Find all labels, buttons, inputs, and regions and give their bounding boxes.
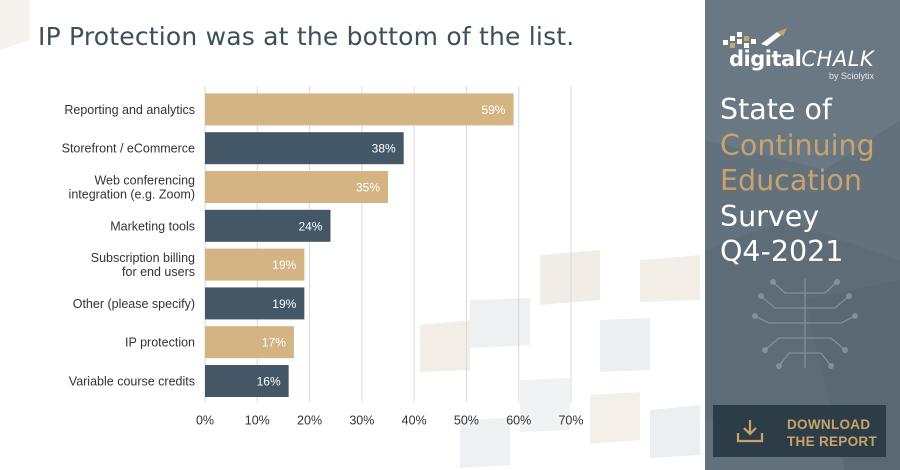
bar-chart: 59% 38% 35% 24% 19% 19% 17% 16% Reporting and a… [62,86,584,427]
bar [205,248,305,281]
download-tray-icon [736,420,764,443]
x-tick-label: 40% [402,413,427,427]
x-tick-label: 60% [506,413,531,427]
category-label: Reporting and analytics [64,103,195,117]
digitalchalk-logo: digitalCHALK by Sciolytix [721,28,891,88]
survey-title-line: Education [720,164,862,197]
bar [205,132,404,165]
logo-chalk-text: CHALK [801,47,875,71]
bar-value-label: 59% [481,103,505,117]
bar-value-label: 35% [356,181,380,195]
category-label: IP protection [125,336,195,350]
bar [205,287,305,320]
category-labels: Reporting and analytics Storefront / eCom… [62,103,195,389]
category-label: Web conferencing integration (e.g. Zoom) [69,174,195,202]
bar [205,365,289,397]
x-tick-label: 20% [297,413,322,427]
survey-title-line: Q4-2021 [720,235,844,268]
x-tick-label: 70% [558,413,583,427]
bar-value-label: 16% [257,375,281,389]
bar-value-label: 19% [272,297,296,311]
survey-title: State of Continuing Education Survey Q4-2021 [720,92,895,270]
survey-title-line: Survey [720,199,820,233]
logo-mark-icon [723,28,787,48]
bar [205,93,514,126]
bars: 59% 38% 35% 24% 19% 19% 17% 16% [205,93,514,397]
logo-wordmark: digitalCHALK [729,47,874,71]
bar [205,209,331,242]
category-label: Other (please specify) [73,297,195,311]
page-headline: IP Protection was at the bottom of the l… [38,22,575,51]
x-tick-label: 0% [196,413,214,427]
bar [205,326,294,359]
survey-title-line: State of [720,93,832,126]
category-label: Subscription billing for end users [91,251,195,279]
x-tick-label: 50% [454,413,479,427]
logo-byline: by Sciolytix [829,71,875,81]
x-axis-ticks: 0% 10% 20% 30% 40% 50% 60% 70% [196,413,584,427]
category-label: Storefront / eCommerce [62,142,195,156]
x-tick-label: 10% [245,413,270,427]
category-label: Variable course credits [69,375,195,389]
circuit-brain-icon [752,278,858,369]
x-tick-label: 30% [349,413,374,427]
bar-value-label: 38% [372,142,396,156]
bar-value-label: 17% [262,336,286,350]
background-decoration [0,0,700,468]
download-label-line1: DOWNLOAD [787,417,871,432]
bar [205,171,388,203]
category-label: Marketing tools [110,219,195,233]
survey-title-line: Continuing [720,128,875,162]
bar-value-label: 24% [298,219,322,233]
promo-sidebar: digitalCHALK by Sciolytix State of Contin… [705,0,900,470]
download-button-label: DOWNLOAD THE REPORT [787,416,877,450]
download-report-button[interactable]: DOWNLOAD THE REPORT [713,405,886,457]
logo-digital-text: digital [729,47,802,71]
download-label-line2: THE REPORT [787,434,878,449]
bar-value-label: 19% [272,258,296,272]
